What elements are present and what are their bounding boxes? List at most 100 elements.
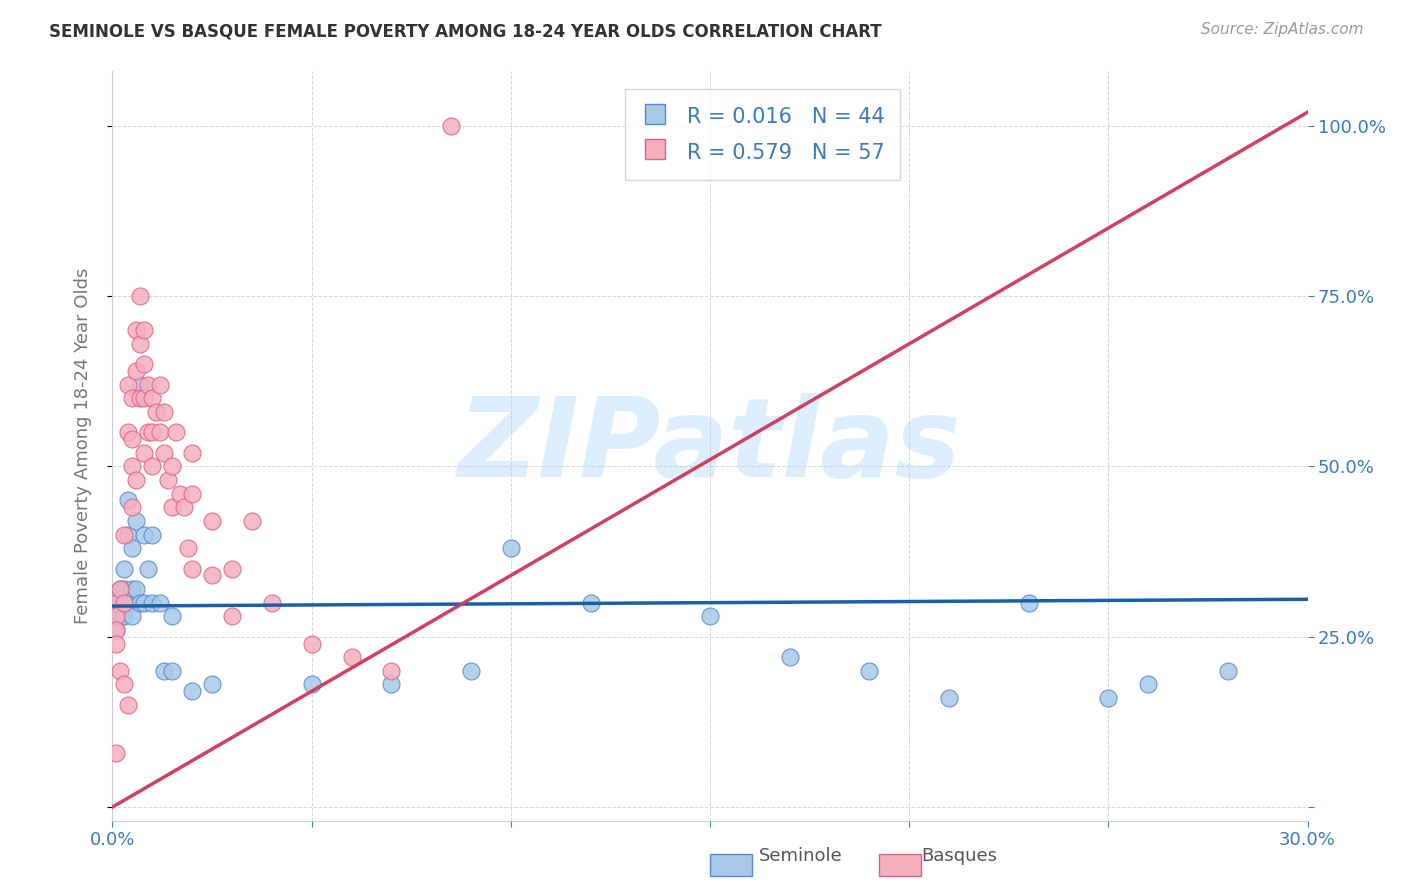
Point (153, 446, 176, 460)
Point (105, 609, 128, 624)
Point (162, 500, 183, 515)
Point (114, 596, 135, 610)
Point (134, 527, 156, 541)
Point (380, 664, 402, 678)
Text: SEMINOLE VS BASQUE FEMALE POVERTY AMONG 18-24 YEAR OLDS CORRELATION CHART: SEMINOLE VS BASQUE FEMALE POVERTY AMONG … (49, 22, 882, 40)
Point (105, 636, 128, 650)
Point (117, 493, 139, 508)
Point (938, 691, 960, 706)
Point (110, 609, 132, 624)
Point (134, 323, 156, 337)
Point (221, 609, 243, 624)
Point (138, 425, 160, 440)
Point (177, 541, 200, 556)
Point (1018, 596, 1040, 610)
Point (110, 582, 132, 596)
Point (125, 323, 148, 337)
Point (1137, 677, 1160, 691)
Point (141, 392, 163, 406)
Point (110, 582, 132, 596)
Point (499, 541, 522, 556)
Point (440, 119, 463, 133)
Point (117, 596, 139, 610)
Point (858, 664, 880, 678)
Point (149, 425, 172, 440)
Point (138, 561, 160, 575)
Point (114, 677, 135, 691)
Point (301, 636, 323, 650)
Point (699, 609, 721, 624)
Point (125, 514, 148, 528)
Point (121, 582, 143, 596)
Point (181, 486, 204, 500)
Point (201, 514, 224, 528)
Point (162, 609, 183, 624)
Point (125, 582, 148, 596)
Point (149, 377, 172, 392)
Point (173, 500, 195, 515)
Text: Basques: Basques (921, 847, 997, 865)
Point (134, 446, 156, 460)
Point (380, 677, 402, 691)
Point (157, 473, 180, 487)
Point (110, 596, 132, 610)
Point (114, 596, 135, 610)
Legend: R = 0.016   N = 44, R = 0.579   N = 57: R = 0.016 N = 44, R = 0.579 N = 57 (624, 89, 900, 179)
Point (105, 623, 128, 637)
Point (105, 746, 128, 760)
Point (260, 596, 283, 610)
Point (779, 650, 801, 665)
Point (117, 527, 139, 541)
Point (201, 677, 224, 691)
Point (181, 561, 204, 575)
Point (117, 698, 139, 712)
Point (117, 377, 139, 392)
Point (301, 677, 323, 691)
Point (129, 596, 152, 610)
Point (129, 392, 152, 406)
Text: Source: ZipAtlas.com: Source: ZipAtlas.com (1201, 22, 1364, 37)
Point (114, 582, 135, 596)
Point (221, 561, 243, 575)
Point (125, 473, 148, 487)
Point (1097, 691, 1119, 706)
Point (138, 377, 160, 392)
Point (105, 596, 128, 610)
Point (201, 568, 224, 582)
Point (145, 405, 167, 419)
Point (134, 357, 156, 371)
Point (181, 684, 204, 698)
Point (105, 596, 128, 610)
Y-axis label: Female Poverty Among 18-24 Year Olds: Female Poverty Among 18-24 Year Olds (73, 268, 91, 624)
Point (121, 541, 143, 556)
Point (460, 664, 482, 678)
Point (153, 405, 176, 419)
Point (117, 425, 139, 440)
Point (125, 364, 148, 378)
Point (110, 664, 132, 678)
Text: Seminole: Seminole (759, 847, 844, 865)
Point (162, 664, 183, 678)
Point (340, 650, 363, 665)
Point (105, 623, 128, 637)
Point (129, 289, 152, 303)
Point (114, 527, 135, 541)
Point (121, 500, 143, 515)
Point (114, 561, 135, 575)
Point (579, 596, 602, 610)
Point (121, 432, 143, 446)
Point (121, 392, 143, 406)
Point (141, 459, 163, 474)
Point (129, 336, 152, 351)
Point (121, 459, 143, 474)
Point (165, 425, 187, 440)
Point (129, 377, 152, 392)
Point (141, 596, 163, 610)
Point (134, 392, 156, 406)
Point (121, 609, 143, 624)
Point (114, 609, 135, 624)
Point (141, 425, 163, 440)
Point (153, 664, 176, 678)
Point (134, 596, 156, 610)
Point (162, 459, 183, 474)
